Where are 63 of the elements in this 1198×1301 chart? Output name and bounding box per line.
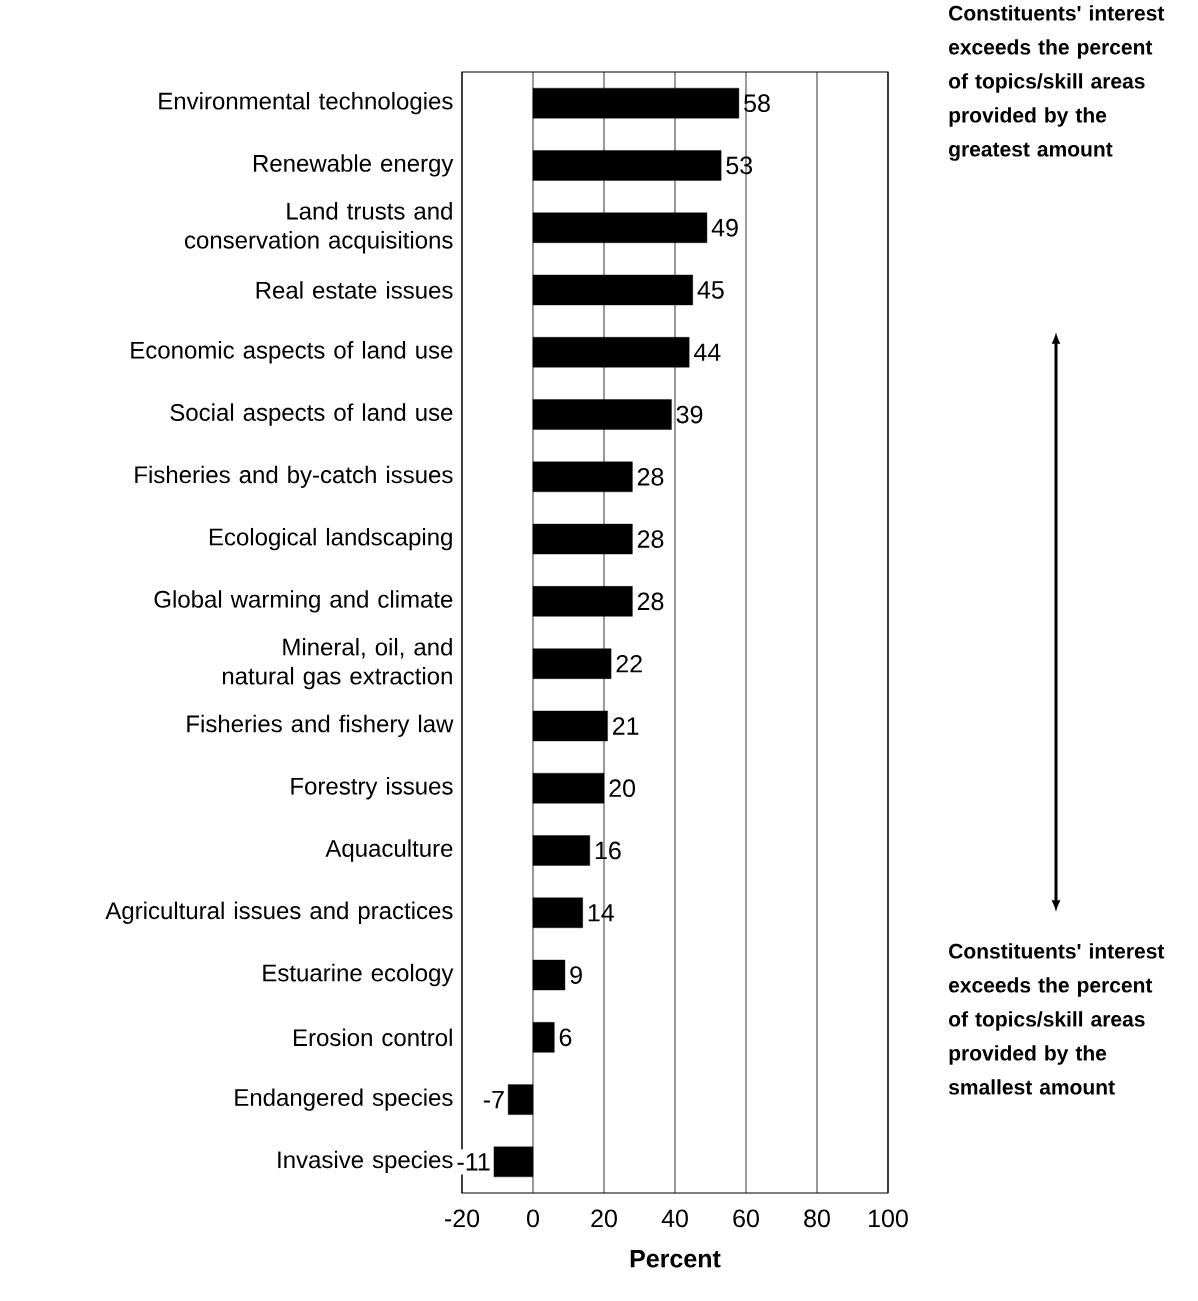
data-label: 45 [697, 281, 724, 299]
y-tick-label: Endangered species [235, 1088, 453, 1111]
y-tick-label: Land trusts and conservation acquisitions [185, 202, 453, 254]
bar [532, 461, 633, 493]
bar [532, 274, 693, 306]
text: Constituents' interest exceeds the percent of topics/skill areas provided by the smallest amount [948, 943, 1165, 1095]
data-label: 39 [676, 405, 703, 424]
x-tick-label: 60 [733, 1209, 759, 1228]
bar [532, 337, 690, 368]
data-label: 16 [595, 841, 621, 860]
x-tick-label: 100 [869, 1209, 908, 1228]
bar [532, 773, 605, 804]
bar [532, 648, 612, 679]
y-tick-label: Aquaculture [325, 839, 453, 862]
text: Constituents' interest exceeds the percent of topics/skill areas provided by the greatest amount [949, 5, 1165, 161]
x-tick-label: 20 [591, 1209, 617, 1228]
y-tick-label: Ecological landscaping [209, 527, 452, 551]
y-tick-label: Invasive species [278, 1150, 453, 1174]
data-label: 14 [588, 904, 614, 922]
x-tick-label: -20 [445, 1209, 480, 1228]
data-label: -11 [457, 1153, 490, 1171]
bar [532, 212, 708, 243]
bar [532, 150, 722, 181]
bar [532, 87, 740, 119]
y-tick-label: Fisheries and by-catch issues [135, 465, 453, 489]
bar [532, 710, 608, 742]
bar [532, 399, 672, 430]
y-tick-label: Fisheries and fishery law [187, 714, 454, 738]
y-tick-label: Environmental technologies [159, 91, 453, 115]
y-tick-label: Real estate issues [256, 281, 453, 299]
bar [532, 523, 633, 555]
y-tick-label: Global warming and climate [154, 590, 453, 613]
data-label: 28 [637, 530, 664, 548]
y-tick-label: Estuarine ecology [263, 963, 454, 987]
bar [493, 1146, 534, 1178]
data-label: 28 [637, 467, 664, 486]
x-tick-label: 0 [527, 1209, 539, 1228]
data-label: 49 [711, 218, 738, 237]
data-label: 20 [609, 779, 636, 798]
data-label: 53 [726, 156, 753, 175]
bar [532, 897, 583, 928]
bar [532, 1022, 555, 1053]
x-tick-label: 80 [804, 1209, 830, 1228]
data-label: 44 [693, 343, 721, 361]
y-tick-label: Agricultural issues and practices [105, 901, 453, 924]
y-tick-label: Renewable energy [253, 154, 454, 177]
bar [532, 959, 566, 991]
y-tick-label: Mineral, oil, and natural gas extraction [222, 637, 452, 690]
data-label: 6 [559, 1028, 572, 1047]
y-tick-label: Social aspects of land use [170, 403, 453, 426]
data-label: 21 [613, 717, 639, 735]
data-label: 22 [616, 654, 642, 673]
bar [532, 835, 590, 866]
data-label: 28 [637, 592, 664, 611]
data-label: -7 [483, 1090, 504, 1109]
bar [532, 586, 633, 617]
y-tick-label: Forestry issues [291, 777, 453, 800]
y-tick-label: Erosion control [294, 1028, 452, 1047]
x-axis-title: Percent [630, 1250, 721, 1268]
x-tick-label: 40 [661, 1209, 688, 1228]
data-label: 9 [570, 966, 582, 984]
data-label: 58 [744, 94, 770, 112]
y-tick-label: Economic aspects of land use [131, 341, 453, 364]
